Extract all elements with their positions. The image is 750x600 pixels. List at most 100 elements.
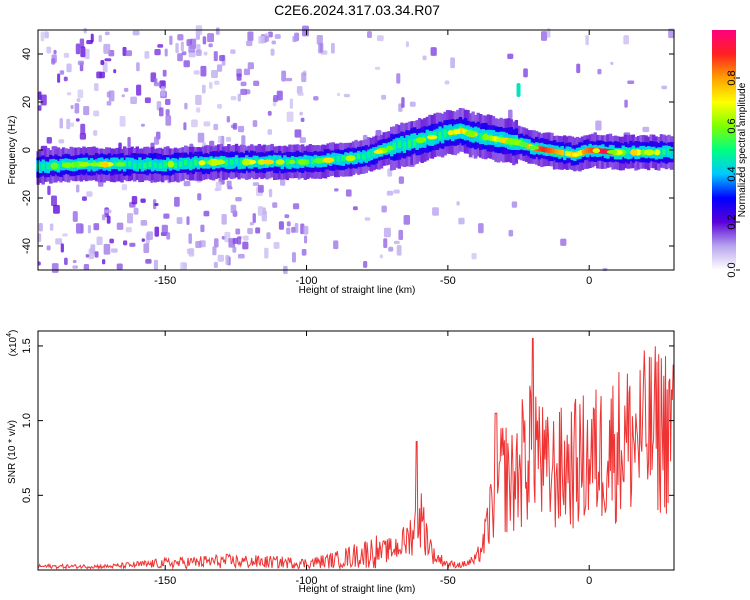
spectrogram-ridge-cell [138, 162, 142, 169]
spectrogram-noise-cell [70, 122, 75, 127]
spectrogram-noise-cell [104, 58, 112, 62]
spectrogram-noise-cell [46, 46, 52, 54]
spectrogram-noise-cell [398, 176, 404, 184]
spectrogram-noise-cell [508, 109, 513, 120]
spectrogram-noise-cell [38, 105, 42, 111]
spectrogram-blob [630, 149, 638, 156]
spectrogram-noise-cell [154, 136, 160, 145]
spectrogram-blob [468, 131, 476, 137]
spectrogram-y-tick-label: 20 [21, 96, 33, 108]
spectrogram-noise-cell [98, 34, 102, 43]
spectrogram-noise-cell [184, 102, 188, 110]
spectrogram-noise-cell [88, 248, 95, 260]
spectrogram-ridge-cell [626, 148, 631, 154]
spectrogram-noise-cell [405, 41, 409, 48]
spectrogram-noise-cell [623, 35, 629, 45]
spectrogram-noise-cell [432, 207, 439, 216]
spectrogram-noise-cell [132, 30, 140, 36]
spectrogram-noise-cell [285, 77, 293, 82]
spectrogram-noise-cell [158, 107, 164, 117]
spectrogram-noise-cell [84, 48, 90, 60]
spectrogram-blob [592, 148, 601, 154]
spectrogram-ridge-cell [410, 133, 414, 149]
spectrogram-noise-cell [200, 65, 207, 77]
spectrogram-noise-cell [94, 251, 99, 258]
spectrogram-noise-cell [252, 182, 260, 187]
snr-scale-prefix: (x10 [8, 336, 19, 356]
spectrogram-ridge-cell [46, 163, 50, 170]
spectrogram-y-tick-label: -40 [21, 238, 33, 254]
spectrogram-blob [198, 160, 206, 166]
spectrogram-noise-cell [478, 223, 484, 234]
spectrogram-ridge-cell [669, 147, 674, 159]
spectrogram-noise-cell [276, 90, 283, 101]
snr-x-tick-label: -150 [154, 575, 176, 587]
spectrogram-ridge-cell [308, 155, 313, 168]
spectrogram-noise-cell [118, 142, 122, 150]
spectrogram-noise-cell [299, 137, 306, 144]
spectrogram-noise-cell [102, 62, 108, 73]
spectrogram-ridge-cell [295, 157, 300, 164]
spectrogram-noise-cell [66, 92, 72, 96]
spectrogram-ridge-cell [440, 128, 445, 144]
spectrogram-blob [167, 160, 175, 168]
spectrogram-noise-cell [177, 53, 183, 62]
spectrogram-noise-cell [393, 240, 400, 245]
spectrogram-blob [415, 137, 426, 144]
spectrogram-noise-cell [163, 213, 170, 219]
spectrogram-ridge-cell [412, 138, 417, 147]
spectrogram-noise-cell [230, 204, 237, 214]
spectrogram-ridge-cell [362, 153, 366, 160]
spectrogram-noise-cell [80, 123, 86, 135]
spectrogram-ridge-cell [186, 157, 190, 169]
spectrogram-noise-cell [226, 136, 232, 142]
spectrogram-noise-cell [219, 55, 225, 62]
spectrogram-noise-cell [211, 70, 218, 78]
spectrogram-noise-cell [180, 262, 187, 271]
spectrogram-noise-cell [257, 184, 264, 193]
spectrogram-noise-cell [264, 247, 269, 259]
spectrogram-noise-cell [227, 186, 233, 190]
spectrogram-noise-cell [299, 111, 303, 116]
spectrogram-noise-cell [330, 43, 335, 54]
spectrogram-peak-cell [560, 150, 565, 156]
spectrogram-noise-cell [294, 222, 299, 233]
spectrogram-noise-cell [130, 96, 137, 104]
spectrogram-ridge-cell [667, 148, 671, 155]
spectrogram-noise-cell [595, 120, 602, 131]
spectrogram-noise-cell [188, 44, 196, 53]
spectrogram-noise-cell [121, 94, 125, 98]
spectrogram-ridge-cell [356, 153, 361, 160]
spectrogram-noise-cell [177, 34, 184, 41]
spectrogram-noise-cell [57, 73, 61, 83]
spectrogram-noise-cell [153, 259, 158, 270]
spectrogram-noise-cell [153, 82, 161, 87]
spectrogram-ridge-cell [239, 159, 244, 166]
spectrogram-noise-cell [386, 190, 394, 196]
spectrogram-noise-cell [146, 231, 153, 241]
spectrogram-ridge-cell [369, 148, 374, 161]
spectrogram-y-axis-label: Frequency (Hz) [7, 116, 18, 185]
spectrogram-noise-cell [66, 118, 71, 130]
spectrogram-ridge-cell [392, 142, 396, 151]
spectrogram-noise-cell [471, 253, 477, 260]
spectrogram-x-tick-label: -100 [296, 275, 318, 287]
spectrogram-noise-cell [456, 201, 460, 206]
spectrogram-blob [505, 138, 517, 145]
spectrogram-ridge-cell [232, 157, 236, 169]
spectrogram-noise-cell [284, 214, 290, 219]
spectrogram-noise-cell [642, 126, 650, 133]
spectrogram-noise-cell [101, 214, 106, 221]
spectrogram-ridge-cell [194, 159, 198, 166]
spectrogram-noise-cell [203, 121, 211, 127]
spectrogram-noise-cell [232, 122, 238, 130]
spectrogram-noise-cell [292, 203, 300, 210]
spectrogram-noise-cell [106, 101, 112, 106]
spectrogram-noise-cell [100, 60, 105, 65]
spectrogram-noise-cell [80, 46, 86, 58]
spectrogram-y-tick-label: -20 [21, 190, 33, 206]
spectrogram-noise-cell [94, 83, 99, 92]
spectrogram-noise-cell [237, 125, 245, 133]
spectrogram-noise-cell [627, 80, 635, 84]
